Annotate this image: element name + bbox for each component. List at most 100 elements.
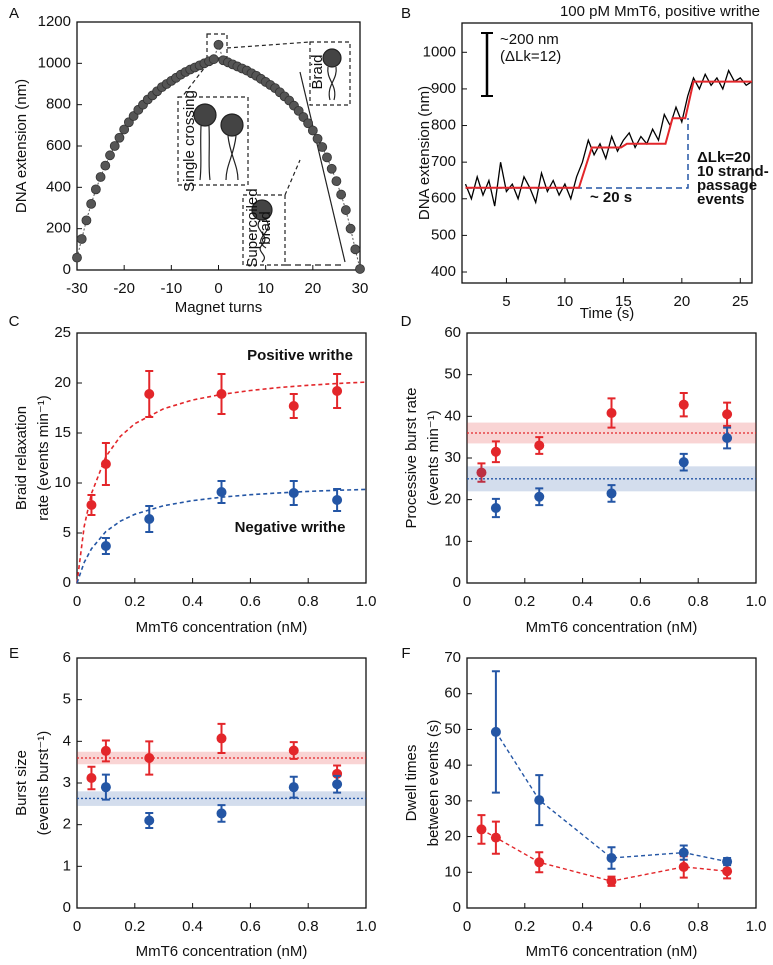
x-tick-label: 20 xyxy=(673,293,690,310)
y-tick-label: 1200 xyxy=(38,13,71,30)
x-axis-label: MmT6 concentration (nM) xyxy=(136,943,308,960)
panel-a-insets xyxy=(177,33,351,266)
data-point xyxy=(340,205,351,215)
x-tick-label: 0.2 xyxy=(514,918,535,935)
plot-frame xyxy=(76,657,367,909)
annotation: Single crossing xyxy=(181,90,198,192)
connector xyxy=(284,159,301,196)
data-point xyxy=(490,446,501,457)
y-tick-label: 1000 xyxy=(38,54,71,71)
y-tick-label: 1000 xyxy=(423,43,456,60)
data-point xyxy=(307,125,318,136)
x-tick-label: 10 xyxy=(557,293,574,310)
data-point xyxy=(100,541,111,551)
data-point xyxy=(144,514,155,524)
y-tick-label: 20 xyxy=(444,491,461,508)
data-point xyxy=(722,856,733,867)
annotation: events xyxy=(697,191,745,208)
data-point xyxy=(476,467,487,478)
y-tick-label: 800 xyxy=(46,96,71,113)
series-label: Positive writhe xyxy=(247,347,353,364)
series-label: Negative writhe xyxy=(235,519,346,536)
data-point xyxy=(534,795,545,806)
annotation: 100 pM MmT6, positive writhe xyxy=(560,3,760,20)
data-point xyxy=(332,386,343,396)
x-tick-label: 10 xyxy=(257,280,274,297)
x-tick-label: 0 xyxy=(73,593,81,610)
data-point xyxy=(678,861,689,872)
panel: A 0 200 400 600 800 1000 1200 -30 -20 -10 0 10 20 30 Ma… xyxy=(9,5,368,316)
y-tick-label: 1 xyxy=(63,857,71,874)
y-tick-label: 0 xyxy=(453,574,461,591)
plot-frame xyxy=(461,22,753,284)
y-tick-label: 6 xyxy=(63,649,71,666)
annotation: Supercoiled xyxy=(244,188,261,267)
x-tick-label: 1.0 xyxy=(746,918,767,935)
bead-icon xyxy=(251,199,273,221)
strand-icon xyxy=(327,66,337,101)
data-point xyxy=(288,401,299,411)
x-tick-label: 0.8 xyxy=(298,918,319,935)
inset-box xyxy=(309,41,351,106)
bead-icon xyxy=(322,48,342,68)
x-tick-label: 5 xyxy=(502,293,510,310)
data-point xyxy=(490,503,501,513)
panel: D 0 10 20 30 40 50 60 0 0.2 0.4 0.6 0.8 1.0 MmT6 conce… xyxy=(401,313,767,636)
x-tick-label: 0.4 xyxy=(182,593,203,610)
x-tick-label: 0 xyxy=(463,593,471,610)
y-tick-label: 10 xyxy=(444,532,461,549)
x-tick-label: -20 xyxy=(113,280,135,297)
data-point xyxy=(109,141,120,151)
x-tick-label: 20 xyxy=(304,280,321,297)
data-point xyxy=(534,440,545,451)
y-axis-label: rate (events min⁻¹) xyxy=(35,395,52,520)
data-point xyxy=(722,433,733,443)
x-tick-label: -30 xyxy=(66,280,88,297)
y-tick-label: 5 xyxy=(63,691,71,708)
annotation: braid xyxy=(257,211,274,244)
y-tick-label: 0 xyxy=(63,574,71,591)
y-axis-label: Burst size xyxy=(13,750,30,816)
trace-line xyxy=(465,80,752,189)
panel-letter: D xyxy=(401,313,412,330)
y-tick-label: 800 xyxy=(431,117,456,134)
y-tick-label: 30 xyxy=(444,449,461,466)
y-tick-label: 50 xyxy=(444,720,461,737)
y-tick-label: 400 xyxy=(46,178,71,195)
data-point xyxy=(606,876,617,887)
y-tick-label: 20 xyxy=(54,374,71,391)
x-tick-label: 1.0 xyxy=(356,918,377,935)
data-point xyxy=(331,176,342,187)
x-axis-label: Magnet turns xyxy=(175,299,263,316)
data-point xyxy=(216,808,227,819)
data-point xyxy=(678,457,689,468)
data-point xyxy=(86,198,97,209)
panel-letter: F xyxy=(401,645,410,662)
y-axis-label: (events burst⁻¹) xyxy=(35,731,52,836)
y-tick-label: 200 xyxy=(46,220,71,237)
data-point xyxy=(345,223,356,234)
x-axis-label: MmT6 concentration (nM) xyxy=(526,943,698,960)
data-point xyxy=(100,745,111,756)
x-tick-label: 0.8 xyxy=(298,593,319,610)
data-point xyxy=(332,779,343,790)
x-tick-label: 0.6 xyxy=(240,593,261,610)
data-point xyxy=(534,491,545,502)
y-tick-label: 60 xyxy=(444,324,461,341)
data-line xyxy=(495,731,728,863)
data-point xyxy=(606,853,617,863)
x-tick-label: 0.2 xyxy=(124,918,145,935)
y-tick-label: 70 xyxy=(444,649,461,666)
data-point xyxy=(100,459,111,469)
y-tick-label: 500 xyxy=(431,226,456,243)
data-point xyxy=(213,39,224,50)
x-tick-label: 1.0 xyxy=(746,593,767,610)
data-point xyxy=(86,773,97,783)
x-tick-label: 0.4 xyxy=(572,918,593,935)
panel: B 400 500 600 700 800 900 1000 5 10 15 20 25 Time (s)… xyxy=(401,3,769,322)
y-tick-label: 400 xyxy=(431,263,456,280)
data-point xyxy=(95,172,106,182)
data-point xyxy=(476,824,487,835)
data-point xyxy=(144,815,155,826)
data-point xyxy=(722,866,733,877)
